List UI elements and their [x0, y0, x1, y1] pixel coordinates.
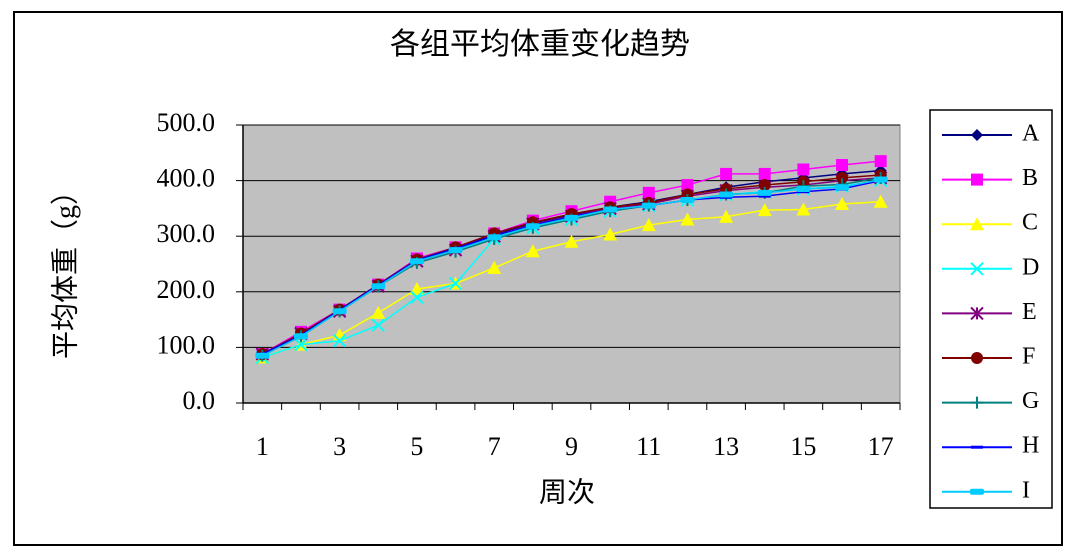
y-tick-label: 400.0	[157, 164, 216, 193]
y-tick-label: 100.0	[157, 330, 216, 359]
marker	[332, 334, 347, 348]
marker	[796, 202, 811, 216]
marker	[680, 197, 695, 204]
legend-label: C	[1022, 210, 1038, 236]
y-tick-label: 500.0	[157, 108, 216, 137]
marker	[757, 189, 772, 196]
marker	[797, 163, 810, 176]
marker	[448, 247, 463, 254]
marker	[758, 167, 771, 180]
x-tick-label: 11	[636, 432, 661, 461]
marker	[835, 184, 850, 191]
marker	[971, 173, 983, 186]
y-tick-label: 0.0	[183, 386, 216, 415]
marker	[564, 234, 579, 248]
marker	[680, 212, 695, 226]
legend-frame	[929, 109, 1053, 509]
legend-label: G	[1022, 388, 1039, 414]
legend-label: E	[1022, 299, 1037, 325]
x-tick-label: 9	[565, 432, 578, 461]
x-tick-label: 1	[256, 432, 269, 461]
marker	[757, 203, 772, 217]
marker	[525, 244, 540, 258]
marker	[255, 352, 270, 359]
marker	[371, 305, 386, 319]
marker	[836, 159, 849, 172]
legend-label: I	[1022, 477, 1030, 503]
marker	[294, 337, 308, 352]
marker	[720, 167, 733, 180]
marker	[487, 234, 502, 241]
marker	[970, 306, 984, 321]
marker	[409, 258, 424, 265]
marker	[971, 129, 983, 141]
marker	[835, 196, 850, 210]
marker	[971, 352, 983, 364]
x-tick-label: 15	[790, 432, 816, 461]
marker	[970, 262, 984, 276]
marker	[758, 179, 771, 192]
marker	[970, 488, 984, 495]
x-tick-label: 3	[333, 432, 346, 461]
marker	[410, 290, 424, 305]
marker	[796, 185, 811, 192]
legend-label: D	[1022, 254, 1039, 280]
marker	[564, 214, 579, 221]
marker	[603, 227, 618, 241]
marker	[971, 396, 983, 409]
marker	[873, 194, 888, 208]
legend-label: F	[1022, 344, 1035, 370]
marker	[641, 218, 656, 232]
marker	[873, 176, 888, 183]
x-tick-label: 17	[868, 432, 894, 461]
marker	[874, 155, 887, 168]
marker	[371, 283, 386, 290]
marker	[525, 223, 540, 230]
y-tick-label: 300.0	[157, 219, 216, 248]
marker	[487, 260, 502, 274]
x-tick-label: 7	[488, 432, 501, 461]
marker	[332, 308, 347, 315]
marker	[642, 186, 655, 199]
marker	[293, 333, 308, 340]
chart-title: 各组平均体重变化趋势	[390, 28, 690, 61]
legend-label: H	[1022, 433, 1039, 459]
marker	[409, 282, 424, 296]
marker	[641, 202, 656, 209]
marker	[719, 191, 734, 198]
marker	[681, 179, 694, 192]
marker	[448, 276, 463, 291]
y-tick-label: 200.0	[157, 275, 216, 304]
legend-label: A	[1022, 121, 1040, 147]
x-tick-label: 13	[713, 432, 739, 461]
y-axis-label: 平均体重（g）	[49, 177, 81, 359]
marker	[836, 171, 849, 184]
marker	[970, 217, 984, 231]
marker	[603, 206, 618, 213]
x-axis-label: 周次	[539, 476, 595, 508]
marker	[971, 445, 983, 449]
marker	[371, 318, 385, 332]
x-tick-label: 5	[410, 432, 423, 461]
legend-label: B	[1022, 165, 1038, 191]
marker	[758, 194, 771, 198]
marker	[719, 209, 734, 223]
